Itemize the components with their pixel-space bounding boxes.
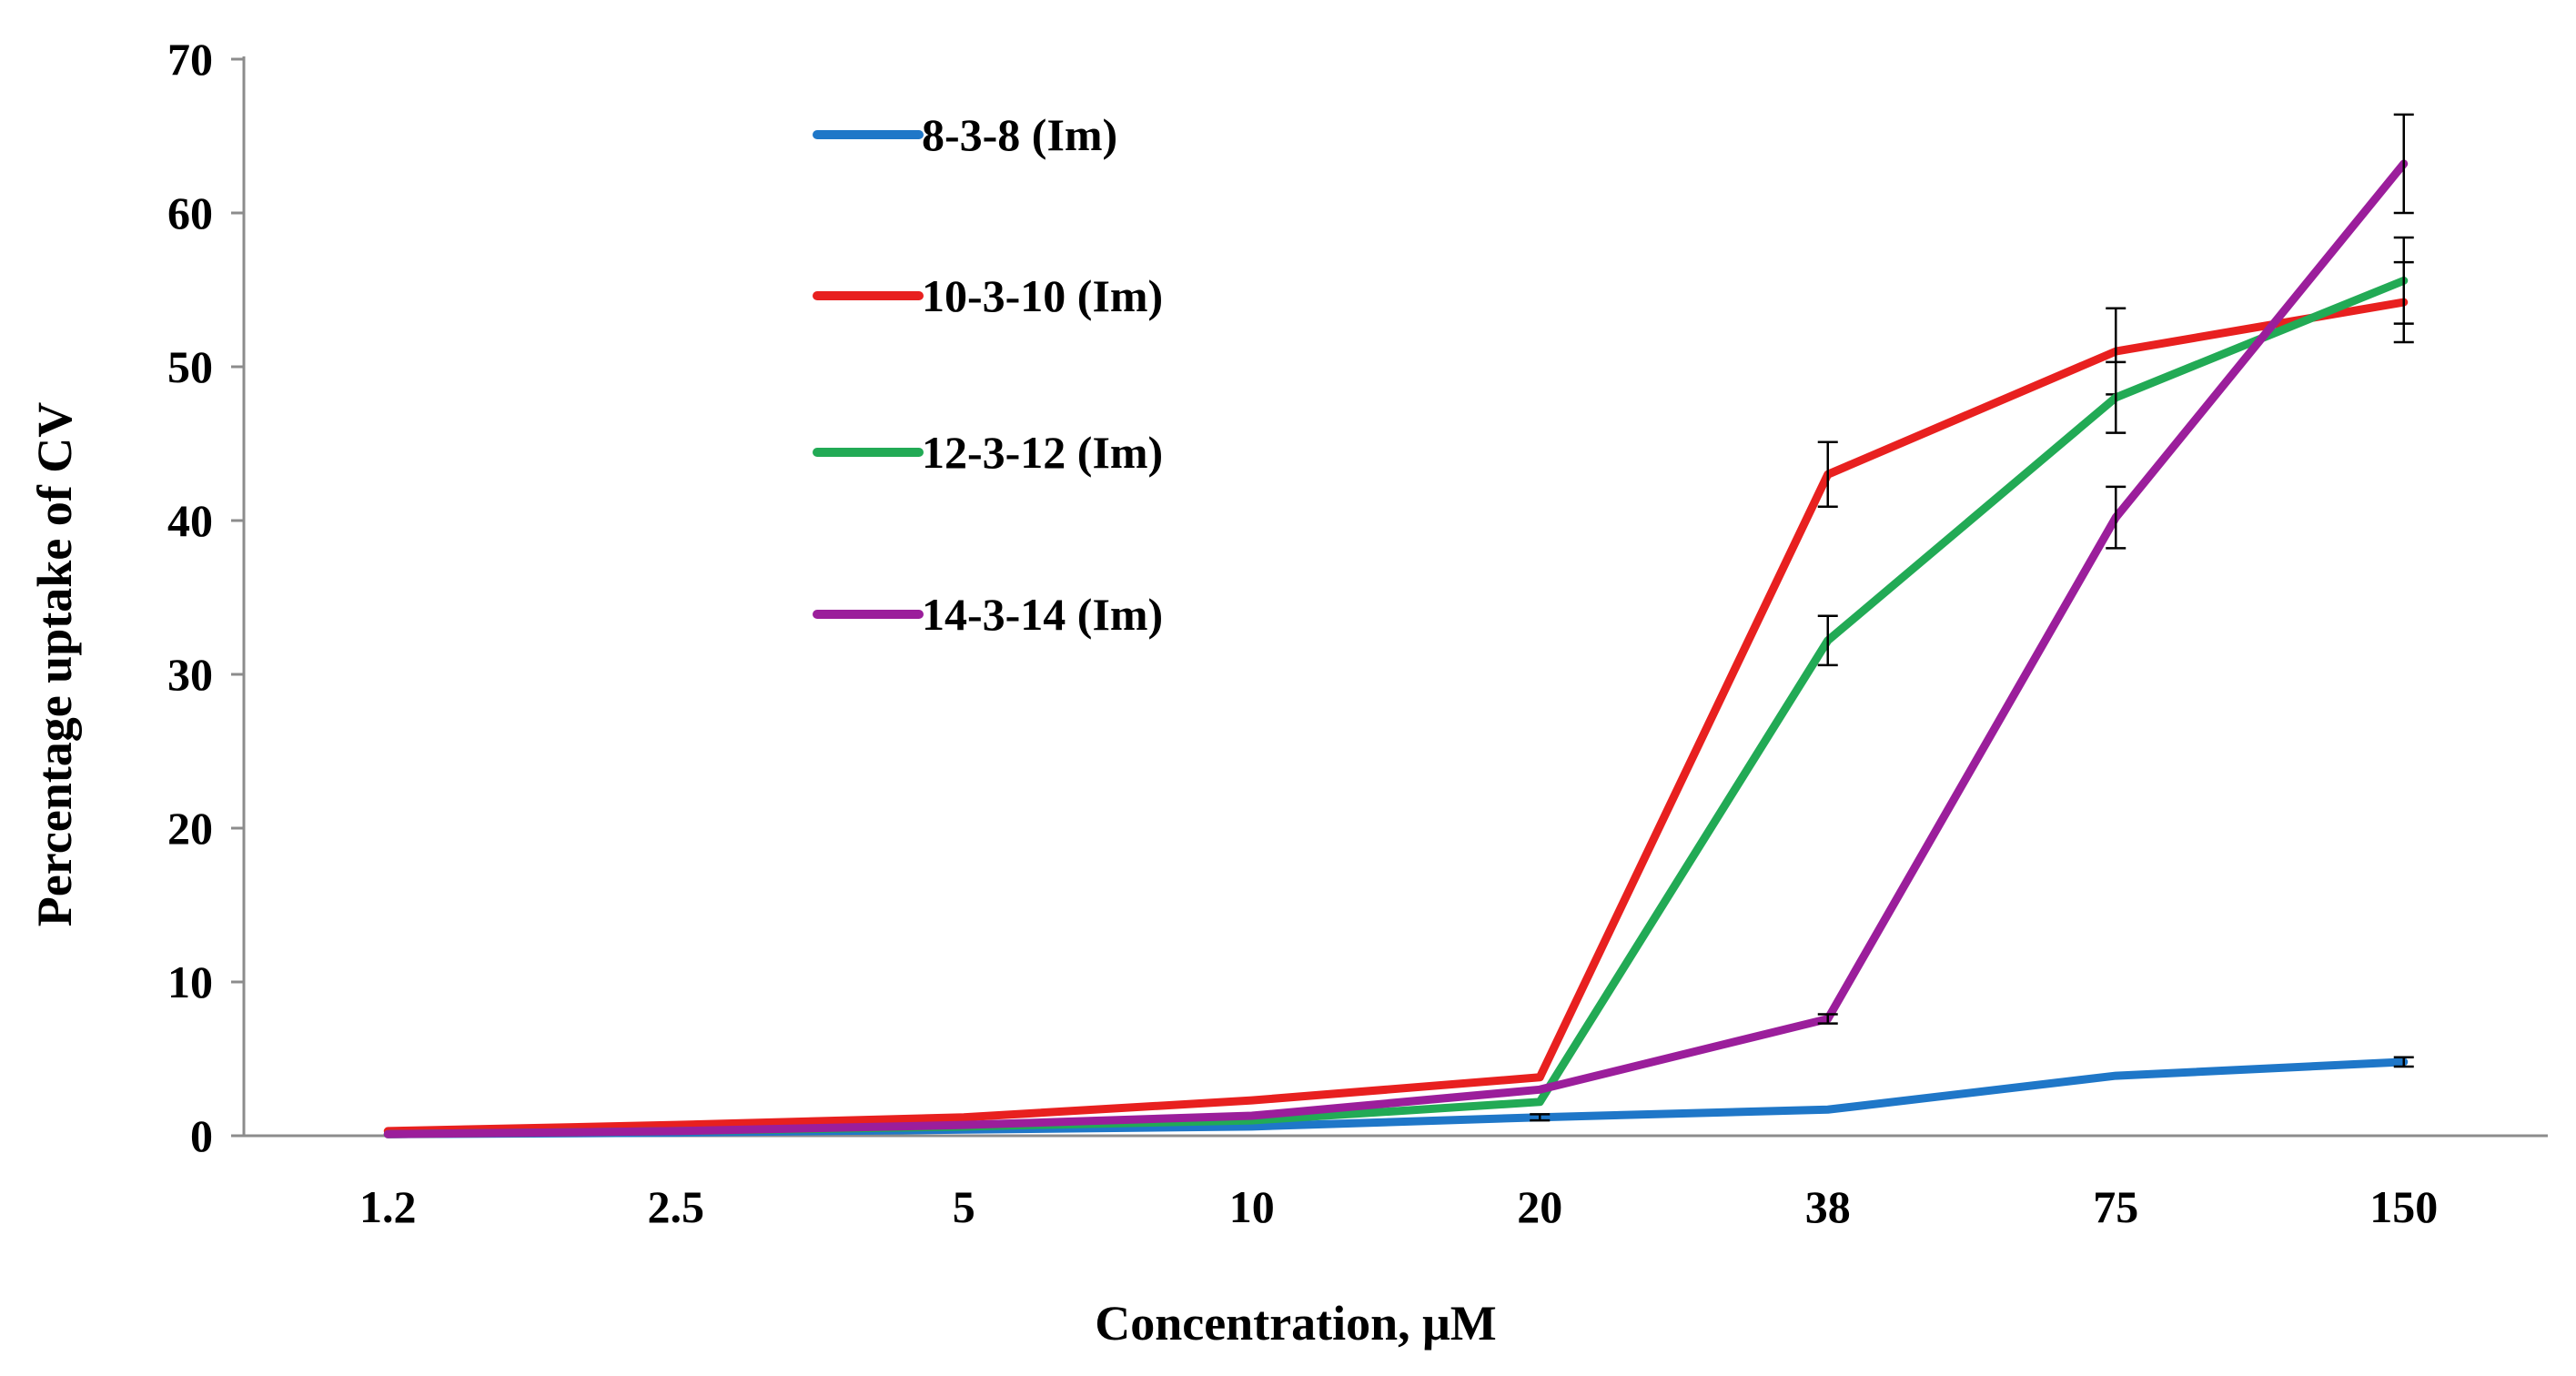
legend-item: 10-3-10 (Im) [813, 270, 1163, 321]
legend-item: 8-3-8 (Im) [813, 109, 1117, 160]
y-axis-ticks: 0 10 20 30 40 50 60 70 [167, 34, 244, 1161]
legend-label: 10-3-10 (Im) [922, 270, 1163, 321]
series-14-3-14-im- [383, 113, 2414, 1138]
series-line [383, 276, 2409, 1138]
x-axis-ticks: 1.2 2.5 5 10 20 38 75 150 [359, 1181, 2438, 1232]
y-tick-label: 30 [167, 649, 213, 700]
series-line [383, 159, 2409, 1138]
series-10-3-10-im- [383, 260, 2414, 1136]
x-axis-title: Concentration, μM [1095, 1296, 1497, 1351]
x-tick-label: 10 [1229, 1181, 1275, 1232]
x-tick-label: 75 [2093, 1181, 2138, 1232]
series-line [383, 298, 2409, 1136]
y-tick-label: 10 [167, 956, 213, 1007]
y-tick-label: 40 [167, 495, 213, 546]
x-tick-label: 2.5 [648, 1181, 705, 1232]
y-tick-label: 60 [167, 187, 213, 238]
legend: 8-3-8 (Im) 10-3-10 (Im) 12-3-12 (Im) 14-3-1… [813, 109, 1163, 640]
y-tick-label: 50 [167, 341, 213, 392]
y-axis-title: Percentage uptake of CV [27, 402, 82, 926]
legend-label: 8-3-8 (Im) [922, 109, 1117, 160]
error-bar [1817, 1013, 1838, 1025]
series-12-3-12-im- [383, 236, 2414, 1138]
error-bar [2393, 1056, 2414, 1068]
error-bar [2393, 236, 2414, 325]
series-layer [383, 113, 2414, 1138]
error-bar [1817, 614, 1838, 667]
legend-label: 12-3-12 (Im) [922, 427, 1163, 478]
x-tick-label: 150 [2369, 1181, 2438, 1232]
x-tick-label: 1.2 [359, 1181, 417, 1232]
x-tick-label: 20 [1517, 1181, 1562, 1232]
legend-item: 14-3-14 (Im) [813, 589, 1163, 640]
error-bar [2106, 360, 2126, 434]
y-tick-label: 70 [167, 34, 213, 85]
x-tick-label: 38 [1805, 1181, 1851, 1232]
legend-label: 14-3-14 (Im) [922, 589, 1163, 640]
x-tick-label: 5 [953, 1181, 975, 1232]
chart-axes [242, 56, 2548, 1138]
error-bar [1530, 1113, 1551, 1122]
y-tick-label: 20 [167, 803, 213, 854]
error-bar [2106, 485, 2126, 550]
error-bar [1817, 440, 1838, 509]
legend-item: 12-3-12 (Im) [813, 427, 1163, 478]
y-tick-label: 0 [190, 1110, 213, 1161]
error-bar [2393, 113, 2414, 215]
